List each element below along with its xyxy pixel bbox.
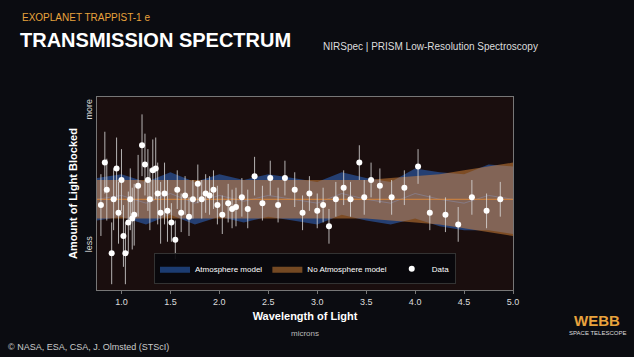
svg-text:less: less <box>84 236 94 253</box>
svg-text:NIRSpec | PRISM Low-Resolution: NIRSpec | PRISM Low-Resolution Spectrosc… <box>323 41 538 52</box>
svg-text:SPACE TELESCOPE: SPACE TELESCOPE <box>569 330 626 336</box>
svg-text:more: more <box>84 99 94 120</box>
svg-text:1.5: 1.5 <box>164 297 177 307</box>
svg-text:Data: Data <box>432 265 449 274</box>
svg-text:2.0: 2.0 <box>213 297 226 307</box>
svg-text:TRANSMISSION SPECTRUM: TRANSMISSION SPECTRUM <box>20 29 291 51</box>
svg-text:No Atmosphere model: No Atmosphere model <box>307 265 386 274</box>
svg-text:WEBB: WEBB <box>574 312 620 329</box>
svg-text:microns: microns <box>291 329 319 338</box>
svg-text:4.0: 4.0 <box>409 297 422 307</box>
svg-text:4.5: 4.5 <box>458 297 471 307</box>
svg-text:3.0: 3.0 <box>311 297 324 307</box>
svg-text:3.5: 3.5 <box>360 297 373 307</box>
svg-text:EXOPLANET TRAPPIST-1 e: EXOPLANET TRAPPIST-1 e <box>22 12 150 23</box>
svg-text:Amount of Light Blocked: Amount of Light Blocked <box>67 128 79 259</box>
svg-text:Wavelength of Light: Wavelength of Light <box>253 310 358 322</box>
svg-text:© NASA, ESA, CSA, J. Olmsted (: © NASA, ESA, CSA, J. Olmsted (STScI) <box>8 342 169 352</box>
svg-text:Atmosphere model: Atmosphere model <box>195 265 262 274</box>
svg-text:2.5: 2.5 <box>262 297 275 307</box>
svg-text:1.0: 1.0 <box>115 297 128 307</box>
svg-text:5.0: 5.0 <box>507 297 520 307</box>
